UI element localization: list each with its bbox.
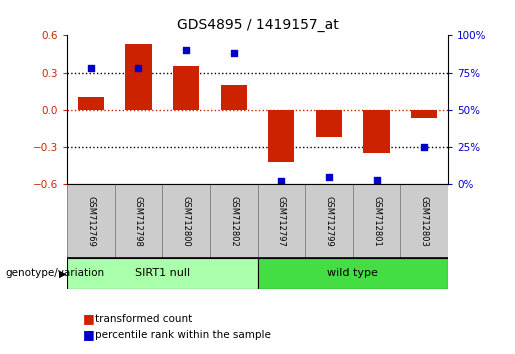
Text: GSM712801: GSM712801: [372, 196, 381, 247]
Point: [87, 65, 95, 71]
Bar: [353, 184, 401, 258]
Text: GSM712797: GSM712797: [277, 196, 286, 247]
Bar: [411, 110, 437, 118]
Bar: [258, 258, 448, 289]
Text: GSM712802: GSM712802: [229, 196, 238, 247]
Bar: [305, 184, 353, 258]
Bar: [364, 110, 390, 153]
Bar: [162, 184, 210, 258]
Bar: [258, 184, 305, 258]
Text: percentile rank within the sample: percentile rank within the sample: [95, 330, 271, 339]
Title: GDS4895 / 1419157_at: GDS4895 / 1419157_at: [177, 18, 338, 32]
Text: GSM712798: GSM712798: [134, 196, 143, 247]
Bar: [114, 184, 162, 258]
Text: GSM712803: GSM712803: [420, 196, 428, 247]
Point: [230, 50, 238, 56]
Point: [134, 65, 143, 71]
Text: GSM712800: GSM712800: [182, 196, 191, 247]
Bar: [78, 97, 104, 110]
Bar: [220, 85, 247, 110]
Point: [325, 174, 333, 179]
Text: GSM712799: GSM712799: [324, 196, 333, 247]
Point: [372, 177, 381, 182]
Text: SIRT1 null: SIRT1 null: [134, 268, 190, 279]
Bar: [210, 184, 258, 258]
Text: ■: ■: [82, 312, 94, 325]
Text: transformed count: transformed count: [95, 314, 193, 324]
Bar: [316, 110, 342, 137]
Point: [182, 47, 190, 53]
Text: ▶: ▶: [59, 268, 67, 279]
Point: [420, 144, 428, 150]
Text: genotype/variation: genotype/variation: [5, 268, 104, 279]
Point: [277, 178, 285, 184]
Bar: [67, 184, 115, 258]
Text: wild type: wild type: [328, 268, 378, 279]
Text: ■: ■: [82, 328, 94, 341]
Bar: [125, 44, 151, 110]
Bar: [67, 258, 258, 289]
Text: GSM712769: GSM712769: [87, 196, 95, 247]
Bar: [268, 110, 295, 162]
Bar: [173, 67, 199, 110]
Bar: [401, 184, 448, 258]
